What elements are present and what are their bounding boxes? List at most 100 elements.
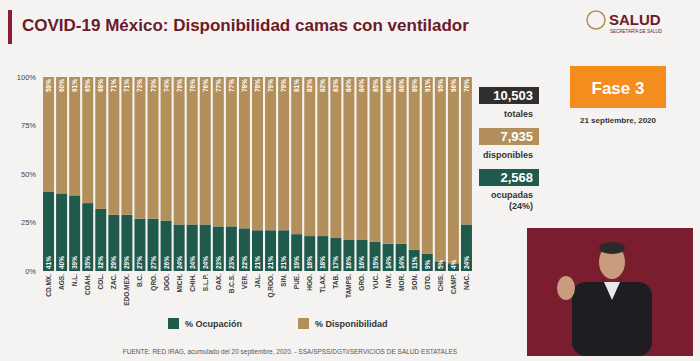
data-label: 32% [97,256,104,269]
bar-segment [56,77,67,193]
date: 21 septiembre, 2020 [580,116,657,125]
bar-segment [396,244,407,271]
data-label: 78% [241,79,248,92]
data-label: 24% [202,256,209,269]
bar-segment [356,77,367,240]
bar-segment [396,77,407,244]
data-label: 86% [385,79,392,92]
x-tick-label: AGS. [58,274,65,290]
bar-segment [161,77,172,221]
data-label: 27% [136,256,143,269]
data-label: 83% [332,79,339,92]
data-label: 29% [110,256,117,269]
interpreter-shirt [604,282,620,300]
x-tick-label: EDO.MEX. [123,274,130,306]
x-tick-label: DGO. [163,274,170,291]
data-label: 24% [463,256,470,269]
x-tick-label: MICH. [176,274,183,293]
data-label: 11% [411,256,418,269]
data-label: 16% [345,256,352,269]
data-label: 74% [163,79,170,92]
x-tick-label: HGO. [306,274,313,291]
bar-segment [291,234,302,271]
data-labels: 41%59%40%60%39%61%35%65%32%68%29%71%29%7… [45,79,470,269]
bar-segment [108,215,119,271]
occupied-share: (24%) [509,201,533,211]
logo-sub: SECRETARÍA DE SALUD [610,28,663,34]
bar-segment [422,77,433,254]
x-tick-label: NAC. [463,274,470,290]
x-tick-label: SON. [411,274,418,290]
bar-segment [226,77,237,226]
interpreter-hand [557,276,575,300]
x-tick-label: CHIH. [189,274,196,292]
bar-segment [187,224,198,271]
x-tick-label: TAMPS. [345,274,352,298]
bar-segment [383,77,394,244]
bar-segment [252,77,263,230]
bar-segment [435,77,446,261]
data-label: 15% [372,256,379,269]
data-label: 4% [450,259,457,269]
bar-segment [134,77,145,219]
data-label: 79% [254,79,261,92]
data-label: 23% [228,256,235,269]
bar-segment [239,77,250,228]
data-label: 14% [398,256,405,269]
bar-segment [317,236,328,271]
bar-segment [121,215,132,271]
x-tick-label: B.C.S. [228,274,235,293]
data-label: 24% [189,256,196,269]
bar-segment [174,224,185,271]
data-label: 39% [71,256,78,269]
available-value: 7,935 [500,129,533,144]
bar-segment [213,77,224,226]
legend-label: % Disponibilidad [315,319,388,329]
bar-segment [304,236,315,271]
data-label: 89% [411,79,418,92]
data-label: 23% [215,256,222,269]
x-tick-label: PUE. [293,274,300,289]
x-tick-label: COAH. [84,274,91,295]
bar-segment [200,224,211,271]
data-label: 21% [254,256,261,269]
data-label: 91% [424,79,431,92]
x-tick-label: N.L. [71,274,78,286]
bars [43,77,472,271]
data-label: 82% [319,79,326,92]
interpreter-body [572,282,652,356]
data-label: 71% [110,79,117,92]
bar-segment [121,77,132,215]
phase-box [570,66,666,108]
data-label: 79% [280,79,287,92]
bar-segment [278,77,289,230]
data-label: 84% [345,79,352,92]
x-tick-label: YUC. [372,274,379,290]
data-label: 73% [150,79,157,92]
data-label: 26% [163,256,170,269]
data-label: 77% [228,79,235,92]
data-label: 19% [293,256,300,269]
title: COVID-19 México: Disponibilidad camas co… [22,16,469,35]
occupied-box [479,169,539,186]
available-label: disponibles [483,150,533,160]
bar-segment [43,77,54,191]
logo: SALUD [609,11,661,28]
x-tick-label: GTO. [424,274,431,290]
data-label: 82% [306,79,313,92]
bar-segment [43,191,54,271]
data-label: 29% [123,256,130,269]
bar-segment [370,242,381,271]
bar-segment [82,77,93,203]
bar-segment [161,221,172,271]
bar-segment [330,77,341,238]
x-tick-label: VER. [241,274,248,289]
legend-swatch [298,318,309,329]
bar-segment [187,77,198,224]
bar-segment [409,77,420,250]
bar-segment [108,77,119,215]
x-tick-label: NAY. [385,274,392,288]
data-label: 59% [45,79,52,92]
background [0,0,700,361]
bar-segment [278,230,289,271]
